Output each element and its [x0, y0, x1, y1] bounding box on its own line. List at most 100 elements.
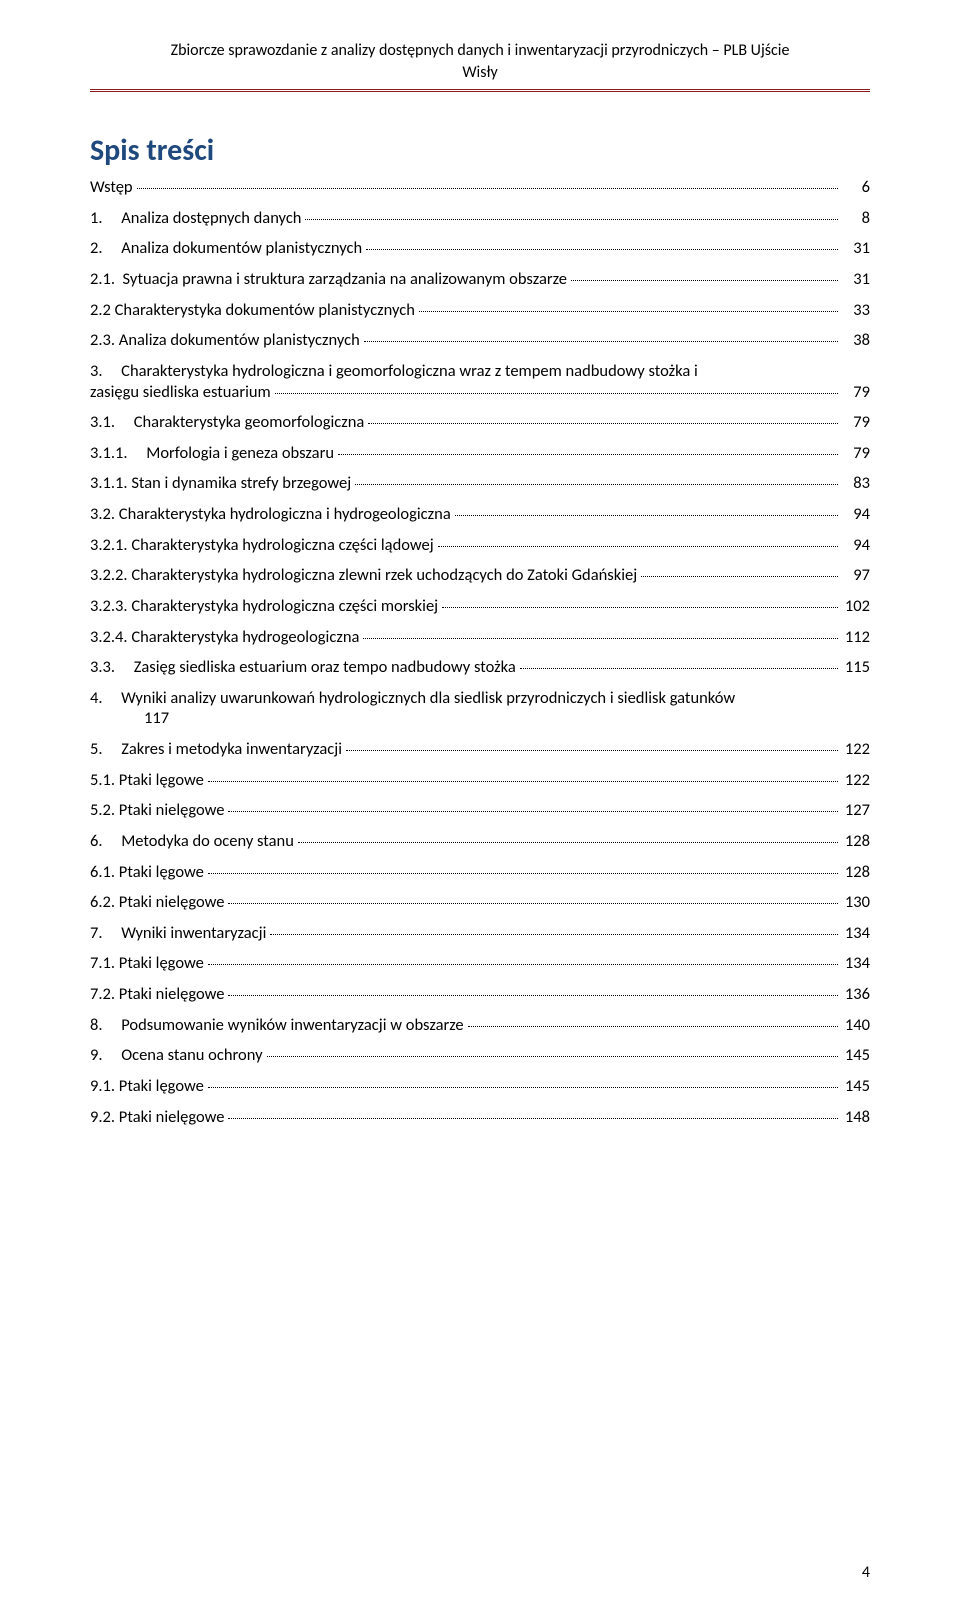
toc-entry-page: 79	[842, 382, 870, 403]
toc-entry-number: 6.	[90, 831, 121, 852]
toc-title: Spis treści	[90, 132, 870, 169]
toc-entry-number: 2.2	[90, 300, 115, 321]
toc-entry-page: 148	[842, 1107, 870, 1128]
toc-entry[interactable]: 2.2 Charakterystyka dokumentów planistyc…	[90, 300, 870, 321]
toc-entry-page: 134	[842, 923, 870, 944]
page-header: Zbiorcze sprawozdanie z analizy dostępny…	[90, 40, 870, 83]
toc-entry-label: Charakterystyka dokumentów planistycznyc…	[115, 300, 415, 321]
toc-entry[interactable]: 2. Analiza dokumentów planistycznych 31	[90, 238, 870, 259]
page-number: 4	[862, 1563, 870, 1582]
toc-entry[interactable]: 3.2.3. Charakterystyka hydrologiczna czę…	[90, 596, 870, 617]
toc-leader-dots	[208, 781, 838, 782]
toc-entry-label: Ptaki nielęgowe	[119, 800, 225, 821]
toc-leader-dots	[455, 515, 838, 516]
toc-entry-label: Wstęp	[90, 177, 133, 198]
toc-entry-page: 79	[842, 412, 870, 433]
toc-entry-label: Charakterystyka hydrologiczna i hydrogeo…	[119, 504, 451, 525]
toc-entry[interactable]: 5. Zakres i metodyka inwentaryzacji 122	[90, 739, 870, 760]
toc-entry[interactable]: 6. Metodyka do oceny stanu 128	[90, 831, 870, 852]
toc-entry-page: 128	[842, 862, 870, 883]
toc-entry[interactable]: 3.2.1. Charakterystyka hydrologiczna czę…	[90, 535, 870, 556]
table-of-contents: Wstęp 6 1. Analiza dostępnych danych 8 2. …	[90, 177, 870, 1127]
toc-leader-dots	[228, 811, 838, 812]
toc-leader-dots	[270, 934, 838, 935]
toc-leader-dots	[641, 576, 838, 577]
toc-entry-page: 134	[842, 953, 870, 974]
toc-entry-label: Ptaki lęgowe	[119, 770, 204, 791]
toc-entry[interactable]: 3.2.4. Charakterystyka hydrogeologiczna …	[90, 627, 870, 648]
toc-entry[interactable]: 6.1. Ptaki lęgowe 128	[90, 862, 870, 883]
toc-entry[interactable]: 1. Analiza dostępnych danych 8	[90, 208, 870, 229]
toc-entry[interactable]: 8. Podsumowanie wyników inwentaryzacji w…	[90, 1015, 870, 1036]
toc-entry-line2: zasięgu siedliska estuarium 79	[90, 382, 870, 403]
toc-entry-number: 2.3.	[90, 330, 119, 351]
toc-entry[interactable]: 7.2. Ptaki nielęgowe 136	[90, 984, 870, 1005]
toc-entry-label: Charakterystyka hydrologiczna części ląd…	[131, 535, 433, 556]
toc-entry-line1: 4. Wyniki analizy uwarunkowań hydrologic…	[90, 688, 870, 709]
toc-entry-page: 128	[842, 831, 870, 852]
header-rule	[90, 89, 870, 92]
toc-entry[interactable]: 7. Wyniki inwentaryzacji 134	[90, 923, 870, 944]
toc-entry[interactable]: 5.1. Ptaki lęgowe 122	[90, 770, 870, 791]
header-line-1: Zbiorcze sprawozdanie z analizy dostępny…	[90, 40, 870, 62]
toc-leader-dots	[368, 423, 838, 424]
toc-entry-page: 136	[842, 984, 870, 1005]
toc-entry[interactable]: 9.1. Ptaki lęgowe 145	[90, 1076, 870, 1097]
toc-entry[interactable]: 4. Wyniki analizy uwarunkowań hydrologic…	[90, 688, 870, 729]
toc-entry-page: 145	[842, 1045, 870, 1066]
toc-entry-label: Metodyka do oceny stanu	[121, 831, 294, 852]
toc-entry-number: 9.1.	[90, 1076, 119, 1097]
toc-entry-label: Ptaki lęgowe	[119, 953, 204, 974]
toc-entry-label: Ptaki nielęgowe	[119, 1107, 225, 1128]
toc-entry[interactable]: Wstęp 6	[90, 177, 870, 198]
toc-entry-page: 97	[842, 565, 870, 586]
toc-entry-page: 8	[842, 208, 870, 229]
toc-entry-number: 9.	[90, 1045, 121, 1066]
toc-entry-page: 145	[842, 1076, 870, 1097]
toc-entry-number: 3.1.1.	[90, 443, 146, 464]
toc-entry-page: 127	[842, 800, 870, 821]
toc-leader-dots	[438, 546, 838, 547]
toc-leader-dots	[305, 219, 838, 220]
toc-leader-dots	[364, 341, 838, 342]
toc-entry-label: Sytuacja prawna i struktura zarządzania …	[123, 269, 567, 290]
toc-entry-number: 3.2.	[90, 504, 119, 525]
toc-entry[interactable]: 3.1.1. Stan i dynamika strefy brzegowej …	[90, 473, 870, 494]
toc-entry-number: 3.2.1.	[90, 535, 131, 556]
toc-entry-page: 33	[842, 300, 870, 321]
toc-entry[interactable]: 3. Charakterystyka hydrologiczna i geomo…	[90, 361, 870, 402]
toc-entry[interactable]: 3.3. Zasięg siedliska estuarium oraz tem…	[90, 657, 870, 678]
toc-entry[interactable]: 3.2.2. Charakterystyka hydrologiczna zle…	[90, 565, 870, 586]
toc-leader-dots	[208, 1087, 838, 1088]
toc-entry[interactable]: 5.2. Ptaki nielęgowe 127	[90, 800, 870, 821]
toc-entry[interactable]: 3.1. Charakterystyka geomorfologiczna 79	[90, 412, 870, 433]
toc-entry[interactable]: 2.3. Analiza dokumentów planistycznych 3…	[90, 330, 870, 351]
toc-leader-dots	[228, 995, 838, 996]
toc-entry-label: Wyniki inwentaryzacji	[121, 923, 266, 944]
toc-leader-dots	[267, 1056, 838, 1057]
toc-entry-number: 3.1.1.	[90, 473, 131, 494]
toc-leader-dots	[275, 393, 838, 394]
toc-leader-dots	[363, 638, 838, 639]
toc-entry-number: 3.1.	[90, 412, 134, 433]
toc-entry-number: 3.2.3.	[90, 596, 131, 617]
toc-entry[interactable]: 7.1. Ptaki lęgowe 134	[90, 953, 870, 974]
toc-entry-number: 7.1.	[90, 953, 119, 974]
toc-leader-dots	[468, 1026, 838, 1027]
toc-entry-label: zasięgu siedliska estuarium	[90, 382, 271, 403]
toc-entry[interactable]: 9. Ocena stanu ochrony 145	[90, 1045, 870, 1066]
toc-entry-page: 102	[842, 596, 870, 617]
toc-leader-dots	[442, 607, 838, 608]
toc-entry-page: 122	[842, 770, 870, 791]
toc-entry-page: 130	[842, 892, 870, 913]
toc-entry[interactable]: 6.2. Ptaki nielęgowe 130	[90, 892, 870, 913]
toc-entry[interactable]: 9.2. Ptaki nielęgowe 148	[90, 1107, 870, 1128]
toc-entry[interactable]: 3.2. Charakterystyka hydrologiczna i hyd…	[90, 504, 870, 525]
toc-entry[interactable]: 2.1. Sytuacja prawna i struktura zarządz…	[90, 269, 870, 290]
toc-entry[interactable]: 3.1.1. Morfologia i geneza obszaru 79	[90, 443, 870, 464]
toc-entry-label: Podsumowanie wyników inwentaryzacji w ob…	[121, 1015, 463, 1036]
toc-entry-number: 1.	[90, 208, 121, 229]
toc-leader-dots	[419, 311, 838, 312]
toc-leader-dots	[366, 249, 838, 250]
toc-leader-dots	[520, 668, 838, 669]
